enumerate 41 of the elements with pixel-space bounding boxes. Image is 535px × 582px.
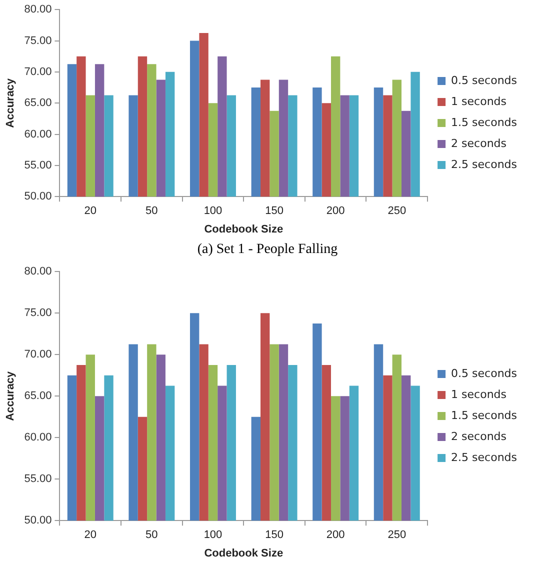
- legend-label: 1.5 seconds: [451, 408, 518, 422]
- x-tick-label: 200: [326, 205, 345, 218]
- legend-label: 2.5 seconds: [451, 158, 518, 171]
- x-tick-label: 250: [388, 205, 406, 218]
- y-axis-title: Accuracy: [4, 77, 17, 128]
- legend-label: 1 seconds: [451, 388, 507, 401]
- legend-label: 1.5 seconds: [451, 116, 518, 129]
- x-tick-label: 20: [84, 205, 97, 218]
- y-tick-label: 75.00: [24, 34, 52, 47]
- legend-label: 1 seconds: [451, 94, 507, 108]
- x-tick-label: 100: [204, 529, 222, 542]
- x-tick-label: 150: [265, 529, 284, 542]
- y-tick-label: 65.00: [24, 97, 52, 110]
- x-tick-label: 50: [146, 529, 158, 542]
- y-tick-label: 70.00: [24, 348, 52, 361]
- y-tick-label: 50.00: [24, 190, 52, 203]
- y-tick-label: 75.00: [24, 307, 52, 320]
- y-tick-label: 70.00: [24, 66, 52, 78]
- x-tick-label: 100: [204, 205, 222, 218]
- legend-label: 0.5 seconds: [451, 366, 518, 380]
- x-tick-label: 50: [146, 205, 158, 218]
- y-tick-label: 60.00: [24, 128, 52, 140]
- y-tick-label: 65.00: [24, 390, 52, 402]
- x-tick-label: 20: [84, 529, 97, 542]
- y-tick-label: 55.00: [24, 473, 52, 486]
- x-tick-label: 250: [388, 529, 406, 542]
- legend-label: 2 seconds: [451, 136, 507, 150]
- legend-label: 0.5 seconds: [451, 74, 518, 87]
- y-tick-label: 50.00: [24, 514, 52, 527]
- y-axis-title: Accuracy: [4, 370, 17, 421]
- x-tick-label: 200: [326, 529, 345, 542]
- x-axis-title: Codebook Size: [204, 223, 284, 236]
- y-tick-label: 55.00: [24, 159, 52, 172]
- text: (a) Set 1 - People Falling: [196, 241, 339, 259]
- x-tick-label: 150: [265, 205, 284, 218]
- legend-label: 2 seconds: [451, 430, 507, 443]
- y-tick-label: 80.00: [24, 266, 52, 278]
- y-tick-label: 60.00: [24, 432, 52, 444]
- x-axis-title: Codebook Size: [204, 547, 284, 560]
- y-tick-label: 80.00: [24, 4, 52, 16]
- legend-label: 2.5 seconds: [451, 450, 518, 464]
